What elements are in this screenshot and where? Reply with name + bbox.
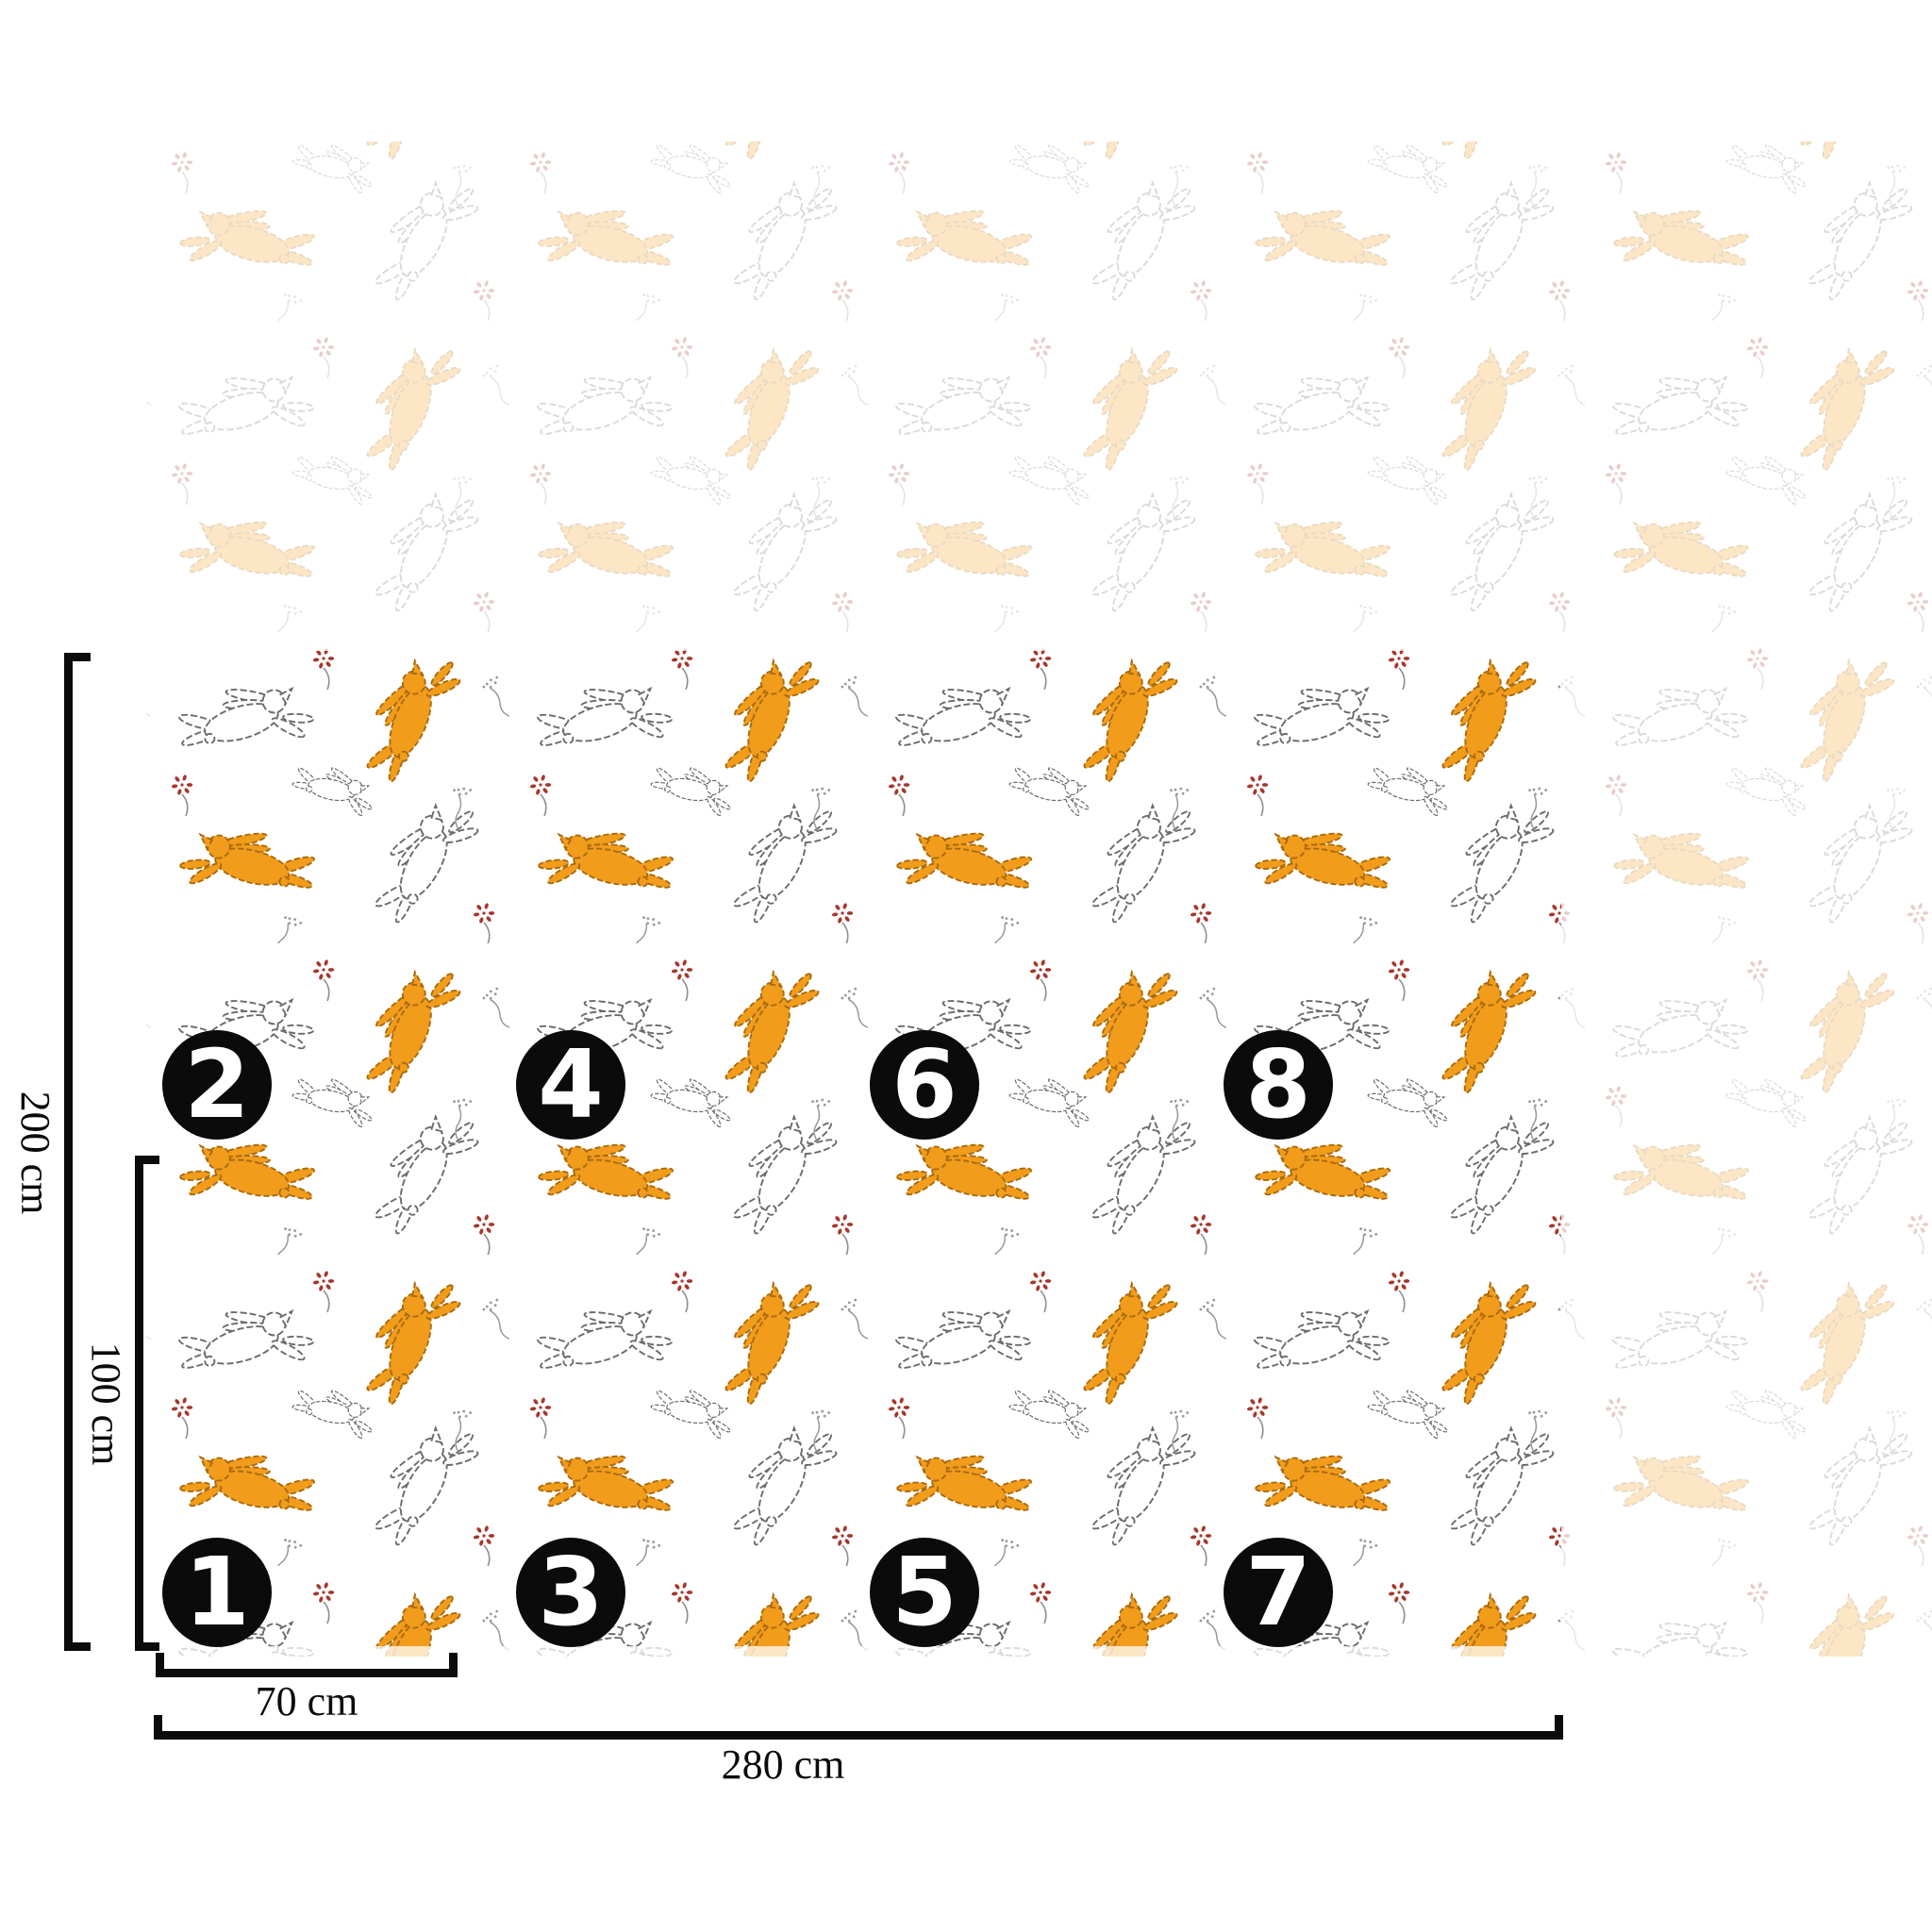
dimension-100cm-tick-bottom [135, 1642, 159, 1651]
panel-number: 2 [184, 1029, 250, 1140]
dimension-70cm-tick-right [449, 1653, 458, 1677]
dimension-200cm-tick-top [64, 653, 91, 661]
dimension-280cm-label: 280 cm [721, 1741, 845, 1788]
dimension-200cm-line [64, 653, 73, 1651]
dimension-70cm-tick-left [156, 1653, 164, 1677]
panel-number: 6 [891, 1029, 958, 1140]
panel-number-badge: 8 [1224, 1030, 1333, 1140]
dimension-100cm-label: 100 cm [83, 1341, 129, 1466]
panel-number-badge: 5 [870, 1538, 979, 1647]
pattern-vivid-window [156, 651, 1561, 1646]
panel-number: 7 [1245, 1537, 1311, 1647]
dimension-70cm-line [156, 1669, 458, 1677]
dimension-100cm-tick-top [135, 1156, 159, 1164]
panel-number-badge: 4 [516, 1030, 625, 1140]
dimension-100cm-line [135, 1156, 143, 1651]
panel-number-badge: 1 [162, 1538, 272, 1647]
panel-number: 3 [538, 1537, 604, 1647]
panel-number-badge: 6 [870, 1030, 979, 1140]
dimension-280cm-line [154, 1731, 1563, 1740]
dimension-70cm-label: 70 cm [255, 1678, 358, 1724]
panel-number: 5 [891, 1537, 958, 1647]
panel-number: 1 [184, 1537, 250, 1647]
dimension-280cm-tick-right [1555, 1715, 1563, 1740]
dimension-200cm-tick-bottom [64, 1642, 91, 1651]
panel-number: 8 [1245, 1029, 1311, 1140]
dimension-280cm-tick-left [154, 1715, 162, 1740]
dimension-200cm-label: 200 cm [12, 1091, 58, 1215]
panel-number-badge: 3 [516, 1538, 625, 1647]
panel-number-badge: 7 [1224, 1538, 1333, 1647]
panel-number-badge: 2 [162, 1030, 272, 1140]
panel-number: 4 [538, 1029, 604, 1140]
